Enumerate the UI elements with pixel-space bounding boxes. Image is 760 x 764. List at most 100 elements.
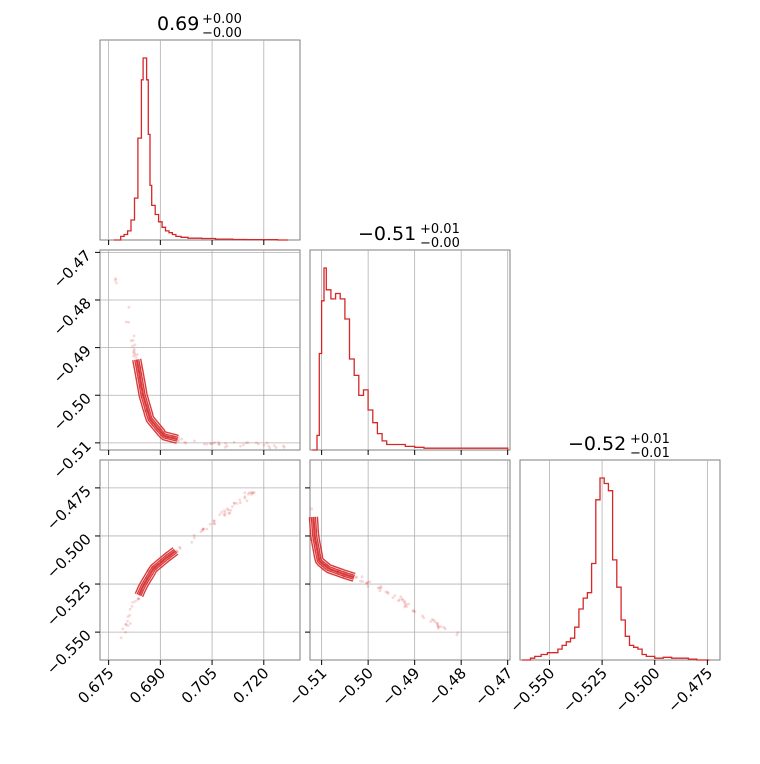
x0-vs-x1-point <box>205 442 209 446</box>
x0-vs-x2-contour <box>137 550 177 596</box>
scatter-points <box>114 277 460 640</box>
title-diag-1-upper: +0.01 <box>420 222 460 237</box>
x0-vs-x2-point <box>243 496 247 500</box>
row2-ytick-label-2: −0.525 <box>43 578 95 630</box>
x0-vs-x2-point <box>223 509 226 512</box>
x0-vs-x2-point <box>134 599 137 603</box>
x0-vs-x2-point <box>223 511 227 514</box>
x0-vs-x1-point <box>265 441 269 445</box>
x0-vs-x1-point <box>203 442 206 446</box>
x0-vs-x2-point <box>233 501 236 505</box>
x0-vs-x2-point <box>251 491 255 495</box>
x0-vs-x2-point <box>192 533 196 537</box>
x1-vs-x2-point <box>413 610 417 614</box>
x1-vs-x2-point <box>354 576 358 580</box>
x1-vs-x2-point <box>379 586 383 590</box>
x1-vs-x2-point <box>407 602 410 606</box>
x0-vs-x1-point <box>176 440 180 443</box>
x0-vs-x2-point <box>201 527 205 531</box>
x1-vs-x2-point <box>397 599 400 603</box>
x0-vs-x2-point <box>235 502 239 505</box>
x0-vs-x2-point <box>124 623 128 626</box>
x0-vs-x1-point <box>255 441 258 444</box>
x0-vs-x1-point <box>136 353 139 356</box>
x2-tick-label-2: −0.500 <box>612 664 664 716</box>
x0-vs-x2-point <box>201 527 205 531</box>
x1-vs-x2-point <box>412 609 415 612</box>
x0-vs-x2-point <box>208 522 212 526</box>
x1-vs-x2-point <box>360 575 364 579</box>
x0-vs-x1-point <box>211 442 215 445</box>
x1-vs-x2-point <box>436 625 440 628</box>
x1-vs-x2-point <box>403 604 407 607</box>
x0-vs-x1-point <box>183 440 187 444</box>
x0-tick-label-1: 0.690 <box>126 664 169 707</box>
row1-ytick-label-3: −0.50 <box>50 389 95 434</box>
x0-vs-x1-point <box>115 281 118 285</box>
x0-vs-x1-point <box>131 339 135 342</box>
x0-tick-label-3: 0.720 <box>230 664 273 707</box>
x0-vs-x1-point <box>180 437 184 441</box>
title-diag-0-upper: +0.00 <box>202 12 242 27</box>
x0-vs-x2-point <box>130 605 134 608</box>
x0-vs-x2-point <box>225 507 229 511</box>
x0-vs-x2-point <box>121 627 125 631</box>
x0-vs-x1-point <box>127 320 130 324</box>
x0-vs-x2-point <box>250 493 253 496</box>
x1-vs-x2-point <box>432 618 436 622</box>
x1-vs-x2-point <box>359 579 362 583</box>
x0-vs-x2-point <box>178 545 182 549</box>
row2-ytick-label-3: −0.550 <box>43 626 95 678</box>
diag-0-histogram <box>113 57 288 241</box>
x0-vs-x1-point <box>114 277 117 280</box>
x0-vs-x2-point <box>124 622 128 626</box>
x0-vs-x2-point <box>137 597 141 600</box>
x0-vs-x2-point <box>218 513 222 516</box>
title-diag-2-lower: −0.01 <box>630 446 670 461</box>
x0-vs-x2-point <box>126 624 130 627</box>
x1-tick-label-2: −0.49 <box>378 664 423 709</box>
x0-vs-x2-point <box>128 607 132 611</box>
x1-vs-x2-point <box>437 627 440 630</box>
panel-x1-vs-x2-frame <box>309 459 511 661</box>
x0-vs-x2-point <box>119 636 123 640</box>
x1-vs-x2-contour <box>314 516 356 577</box>
x1-vs-x2-point <box>361 580 365 583</box>
x1-vs-x2-point <box>436 623 440 627</box>
x1-vs-x2-point <box>393 594 397 597</box>
x0-vs-x2-point <box>131 601 135 604</box>
x0-tick-label-2: 0.705 <box>178 664 221 707</box>
x0-vs-x2-point <box>199 530 203 534</box>
x1-vs-x2-point <box>355 575 359 579</box>
x0-vs-x1-point <box>262 443 266 447</box>
x0-vs-x1-point <box>133 353 137 357</box>
x0-vs-x1-point <box>129 339 133 343</box>
title-diag-1-value: −0.51 <box>358 223 416 245</box>
x0-vs-x2-point <box>231 505 234 508</box>
x1-vs-x2-point <box>386 590 389 594</box>
x1-vs-x2-point <box>435 622 439 625</box>
x0-vs-x2-point <box>247 491 251 495</box>
x0-vs-x2-point <box>220 510 224 514</box>
x1-vs-x2-point <box>398 598 402 601</box>
panel-diag-1-frame <box>309 249 511 451</box>
x1-vs-x2-point <box>404 602 408 606</box>
x0-vs-x2-point <box>200 529 204 532</box>
x0-vs-x1-point <box>242 443 245 447</box>
x0-vs-x2-point <box>243 495 247 499</box>
x1-vs-x2-point <box>365 581 368 585</box>
title-diag-1-lower: −0.00 <box>420 236 460 251</box>
x1-vs-x2-point <box>366 585 370 588</box>
x0-vs-x1-point <box>124 320 128 324</box>
title-diag-2-value: −0.52 <box>568 433 626 455</box>
x1-vs-x2-point <box>391 596 395 599</box>
x1-vs-x2-point <box>455 633 459 637</box>
x0-vs-x1-point <box>282 444 285 448</box>
x0-vs-x1-point <box>224 445 227 449</box>
histograms <box>113 57 710 661</box>
x1-vs-x2-point <box>401 597 404 601</box>
x0-vs-x2-point <box>129 622 132 625</box>
x0-vs-x1-point <box>217 442 221 446</box>
